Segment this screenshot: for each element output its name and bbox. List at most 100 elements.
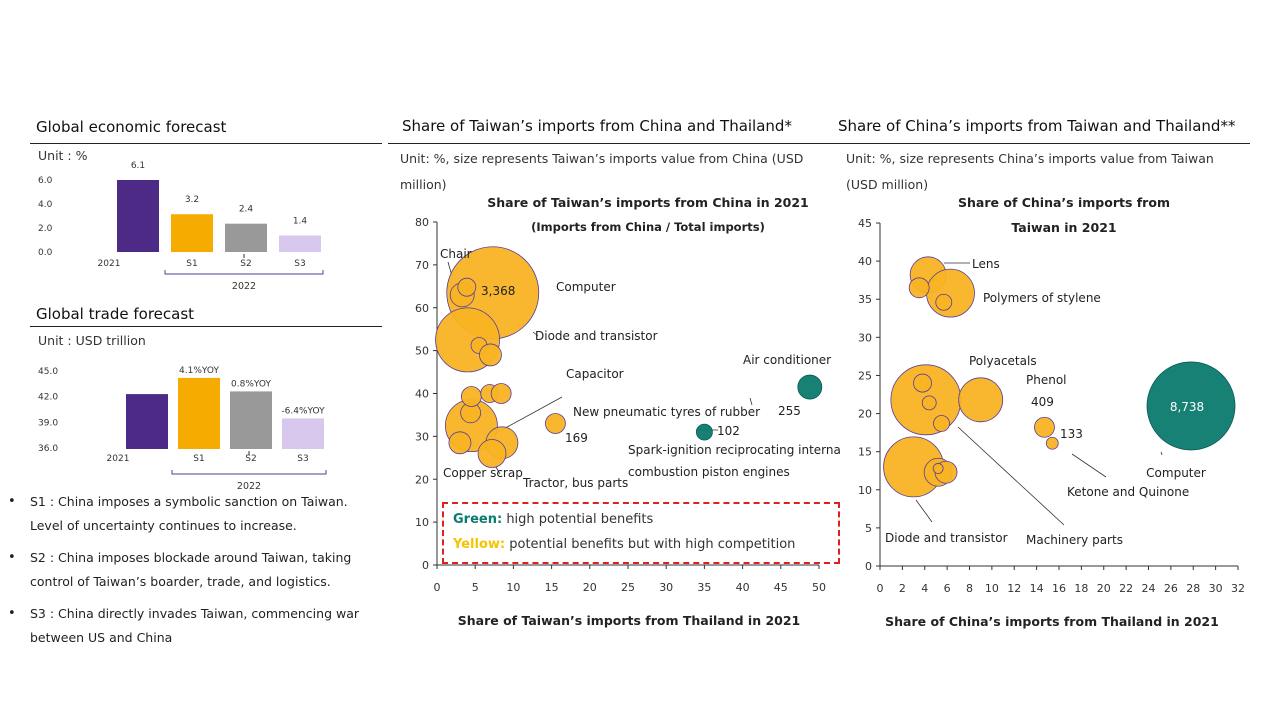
econ-forecast-title: Global economic forecast — [36, 118, 227, 136]
bubble-orange — [490, 383, 512, 404]
bubble-orange — [1034, 416, 1055, 438]
bubble-orange — [958, 377, 1004, 423]
bar-value-label: 3.2 — [185, 195, 199, 205]
scenario-note-text: S1 : China imposes a symbolic sanction o… — [30, 494, 348, 533]
year-group-bracket — [164, 270, 324, 275]
annotation-label: Lens — [972, 257, 1000, 271]
x-tick-label: 22 — [1119, 582, 1133, 595]
cn-title-rule — [836, 143, 1250, 144]
trade-forecast-chart: 45.0 42.0 39.0 36.0 2021 4.1%YOY S1 0.8%YOY S2 -6… — [38, 366, 327, 490]
x-tick-label: 6 — [944, 582, 951, 595]
x-tick-label: 14 — [1030, 582, 1044, 595]
y-tick-label: 25 — [858, 369, 872, 382]
annotation-leader-line — [497, 396, 563, 433]
y-tick-label: 15 — [858, 446, 872, 459]
legend-green-key: Green: — [453, 512, 503, 527]
scenario-note-text: S3 : China directly invades Taiwan, comm… — [30, 606, 360, 645]
category-label: S1 — [193, 454, 204, 464]
annotation-label: Chair — [440, 247, 472, 261]
econ-forecast-chart: 6.0 4.0 2.0 0.0 6.1 2021 3.2 S1 2.4 S2 1.4 S3 2022 — [38, 161, 324, 292]
annotation-label: Phenol — [1026, 373, 1067, 387]
chart-subtitle: Taiwan in 2021 — [1011, 220, 1116, 235]
y-tick-label: 30 — [858, 331, 872, 344]
annotation-label: Diode and transistor — [885, 531, 1008, 545]
cn-bubble-chart: Share of China’s imports from Taiwan in 2… — [858, 195, 1245, 629]
y-tick-label: 30 — [415, 430, 429, 443]
x-tick-label: 4 — [921, 582, 928, 595]
y-tick-label: 45.0 — [38, 367, 58, 377]
bubble-orange — [457, 277, 477, 297]
annotation-label: 169 — [565, 431, 588, 445]
annotation-label: Computer — [556, 280, 616, 294]
x-tick-label: 45 — [774, 581, 788, 594]
annotation-label: Ketone and Quinone — [1067, 485, 1189, 499]
x-tick-label: 32 — [1231, 582, 1245, 595]
y-tick-label: 0.0 — [38, 248, 53, 258]
bubble-orange — [926, 268, 975, 318]
bar-value-label: 6.1 — [131, 161, 145, 171]
cn-imports-title: Share of China’s imports from Taiwan and… — [838, 117, 1236, 135]
y-tick-label: 6.0 — [38, 176, 53, 186]
tw-bubble-chart: Share of Taiwan’s imports from China in … — [415, 195, 840, 628]
annotation-label: Computer — [1146, 466, 1206, 480]
bar-s2 — [230, 391, 272, 449]
legend-green-line: Green: high potential benefits — [453, 512, 653, 527]
category-label: S3 — [294, 259, 305, 269]
annotation-leader-line — [532, 331, 539, 337]
chart-title: Share of Taiwan’s imports from China in … — [487, 195, 808, 210]
bar-value-label: 0.8%YOY — [231, 379, 271, 389]
category-label: 2021 — [107, 454, 130, 464]
category-label: S1 — [186, 259, 197, 269]
annotation-label: Polymers of stylene — [983, 291, 1101, 305]
bubble-orange — [908, 277, 930, 299]
x-tick-label: 18 — [1074, 582, 1088, 595]
bubble-orange — [1045, 436, 1059, 450]
x-tick-label: 35 — [697, 581, 711, 594]
bar-2021 — [117, 180, 159, 252]
x-tick-label: 20 — [583, 581, 597, 594]
y-tick-label: 70 — [415, 259, 429, 272]
trade-forecast-title: Global trade forecast — [36, 305, 195, 323]
y-tick-label: 2.0 — [38, 224, 53, 234]
x-tick-label: 30 — [659, 581, 673, 594]
x-tick-label: 24 — [1142, 582, 1156, 595]
y-tick-label: 4.0 — [38, 200, 53, 210]
legend-yellow-text: potential benefits but with high competi… — [509, 537, 796, 552]
annotation-label: Copper scrap — [443, 466, 523, 480]
y-tick-label: 60 — [415, 302, 429, 315]
y-tick-label: 80 — [415, 216, 429, 229]
bubble-orange — [933, 415, 950, 432]
y-tick-label: 10 — [858, 484, 872, 497]
annotation-label: combustion piston engines — [628, 465, 790, 479]
tw-color-legend: Green: high potential benefits Yellow: p… — [442, 502, 840, 564]
category-label: 2021 — [98, 259, 121, 269]
annotation-leader-line — [915, 499, 933, 523]
y-tick-label: 45 — [858, 217, 872, 230]
bar-s1 — [178, 377, 220, 449]
bubble-teal — [695, 423, 713, 441]
annotation-label: Spark-ignition reciprocating internal — [628, 443, 840, 457]
x-tick-label: 2 — [899, 582, 906, 595]
bubble-orange — [935, 293, 953, 311]
x-tick-label: 15 — [545, 581, 559, 594]
legend-green-text: high potential benefits — [506, 512, 654, 527]
bar-value-label: 2.4 — [239, 205, 254, 215]
annotation-leader-line — [957, 426, 1065, 526]
annotation-label: Diode and transistor — [535, 329, 658, 343]
x-tick-label: 25 — [621, 581, 635, 594]
bubble-teal — [1146, 361, 1236, 451]
bullet-dot-icon: • — [8, 494, 16, 509]
x-tick-label: 26 — [1164, 582, 1178, 595]
bubble-orange — [477, 439, 507, 468]
y-tick-label: 35 — [858, 293, 872, 306]
annotation-label: 133 — [1060, 427, 1083, 441]
tw-title-rule — [388, 143, 836, 144]
x-tick-label: 50 — [812, 581, 826, 594]
x-tick-label: 10 — [985, 582, 999, 595]
legend-yellow-key: Yellow: — [453, 537, 506, 552]
y-tick-label: 0 — [422, 559, 429, 572]
year-group-label: 2022 — [232, 281, 256, 292]
y-tick-label: 40 — [858, 255, 872, 268]
annotation-leader-line — [495, 466, 501, 475]
trade-unit: Unit : USD trillion — [38, 333, 146, 348]
